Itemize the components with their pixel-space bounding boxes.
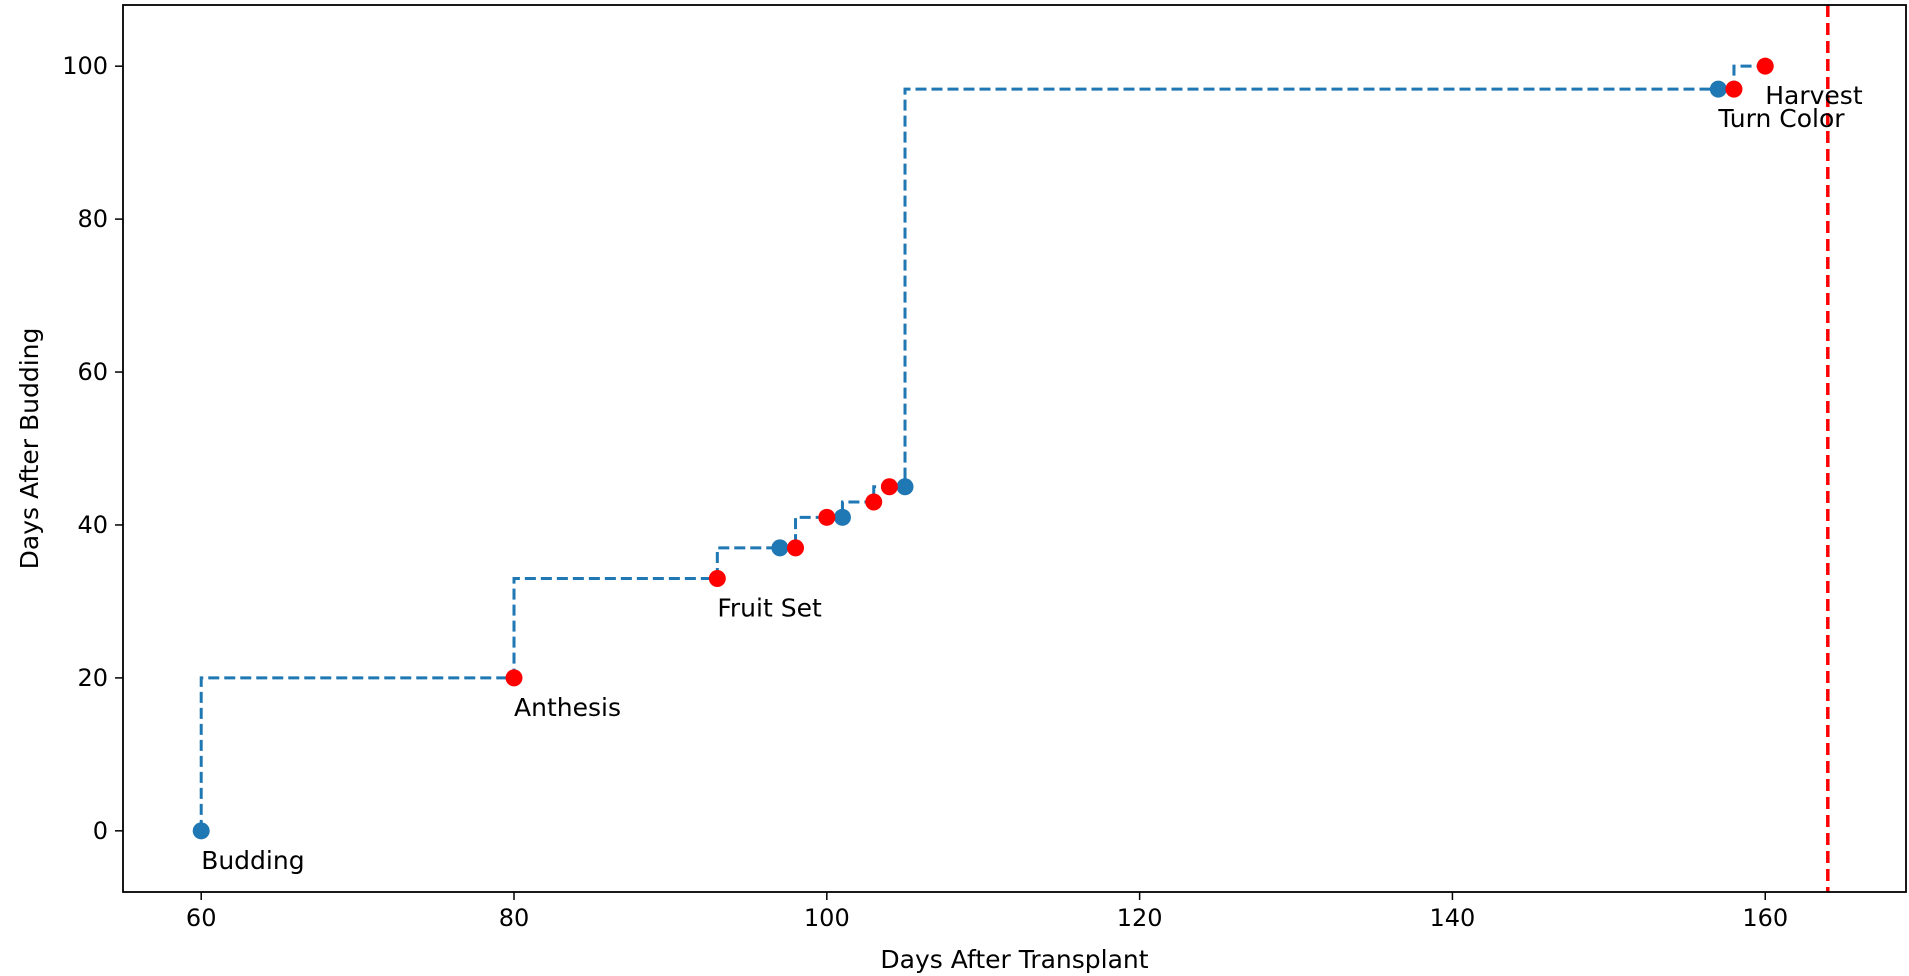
y-tick-label: 80 (77, 205, 108, 233)
red-point (505, 669, 523, 687)
blue-point (1709, 80, 1727, 98)
annotation-label: Harvest (1765, 81, 1863, 110)
red-point (708, 569, 726, 587)
blue-point (771, 539, 789, 557)
x-tick-label: 140 (1430, 904, 1476, 932)
plot-area (192, 5, 1830, 892)
y-axis-label: Days After Budding (15, 328, 44, 570)
x-tick-label: 80 (499, 904, 530, 932)
annotation-label: Fruit Set (717, 593, 822, 622)
red-point (1756, 57, 1774, 75)
red-point (787, 539, 805, 557)
x-tick-label: 120 (1117, 904, 1163, 932)
annotation-label: Turn Color (1717, 104, 1845, 133)
annotation-label: Budding (201, 846, 304, 875)
y-tick-label: 20 (77, 664, 108, 692)
blue-point (192, 822, 210, 840)
red-point (880, 478, 898, 496)
red-point (1725, 80, 1743, 98)
red-point (865, 493, 883, 511)
axes: Budding Anthesis Fruit Set Turn ColorHarves… (62, 4, 1907, 932)
annotation-label: Anthesis (514, 693, 621, 722)
axes-frame (122, 4, 1907, 893)
y-tick-label: 40 (77, 511, 108, 539)
y-tick-label: 0 (93, 817, 108, 845)
x-tick-label: 100 (804, 904, 850, 932)
red-point (818, 508, 836, 526)
y-tick-label: 100 (62, 52, 108, 80)
x-tick-label: 60 (186, 904, 217, 932)
blue-point (896, 478, 914, 496)
x-axis-label: Days After Transplant (880, 945, 1148, 974)
x-tick-label: 160 (1742, 904, 1788, 932)
y-tick-label: 60 (77, 358, 108, 386)
blue-point (833, 508, 851, 526)
